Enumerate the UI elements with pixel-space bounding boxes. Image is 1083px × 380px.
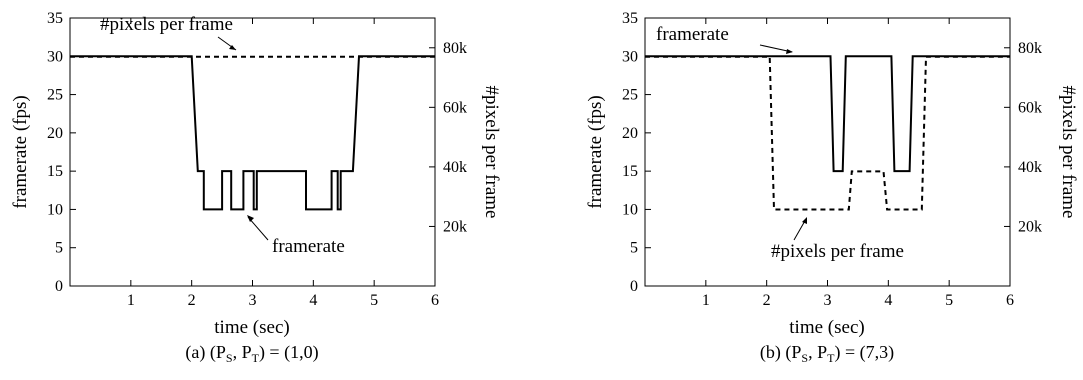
chart-a-x-tick-label: 5 xyxy=(370,292,378,309)
chart-b-framerate-series-line xyxy=(645,55,1010,173)
chart-b-y2-tick-label: 20k xyxy=(1018,218,1042,235)
chart-a-x-tick-label: 1 xyxy=(127,292,135,309)
chart-a-y-ticks: 0 5 10 15 20 25 30 35 xyxy=(47,10,76,295)
chart-b-x-tick-label: 4 xyxy=(884,292,892,309)
chart-a-y-tick-label: 30 xyxy=(47,48,63,65)
chart-b-x-tick-label: 6 xyxy=(1006,292,1014,309)
chart-b-y2-tick-label: 40k xyxy=(1018,159,1042,176)
chart-b-y-tick-label: 0 xyxy=(630,278,638,295)
chart-b-y-tick-label: 10 xyxy=(622,201,638,218)
chart-a: 1 2 3 4 5 6 0 5 10 15 20 25 30 35 20k 40k 60k 80k time … xyxy=(10,10,502,365)
chart-a-x-tick-label: 2 xyxy=(188,292,196,309)
chart-b-x-tick-label: 3 xyxy=(824,292,832,309)
chart-b-y2-axis-label: #pixels per frame xyxy=(1058,86,1079,219)
chart-b-y-tick-label: 15 xyxy=(622,163,638,180)
chart-a-plot-frame xyxy=(69,17,436,287)
chart-b-x-tick-label: 2 xyxy=(763,292,771,309)
chart-b-annotation-framerate-arrowhead xyxy=(786,49,793,54)
chart-a-y2-tick-label: 40k xyxy=(443,159,467,176)
chart-a-x-axis-label: time (sec) xyxy=(214,317,289,338)
chart-b-caption: (b) (PS, PT) = (7,3) xyxy=(760,342,894,365)
chart-b-y-tick-label: 20 xyxy=(622,125,638,142)
chart-a-y-axis-label: framerate (fps) xyxy=(10,95,31,208)
chart-b-y-tick-label: 25 xyxy=(622,87,638,104)
chart-a-framerate-series-line xyxy=(70,55,435,211)
chart-b-annotation-pixels-arrowhead xyxy=(802,217,807,224)
chart-a-y2-tick-label: 20k xyxy=(443,218,467,235)
chart-a-annotation-framerate-arrowhead xyxy=(247,215,254,222)
chart-b-y-tick-label: 5 xyxy=(630,240,638,257)
chart-b-x-axis-label: time (sec) xyxy=(789,317,864,338)
chart-a-y2-ticks: 20k 40k 60k 80k xyxy=(429,40,467,235)
chart-a-y-tick-label: 10 xyxy=(47,201,63,218)
chart-a-annotation-framerate: framerate xyxy=(272,236,345,257)
chart-a-y-tick-label: 25 xyxy=(47,87,63,104)
chart-a-y2-tick-label: 80k xyxy=(443,40,467,57)
chart-a-x-tick-label: 6 xyxy=(431,292,439,309)
chart-b-y2-tick-label: 60k xyxy=(1018,99,1042,116)
chart-a-x-ticks: 1 2 3 4 5 6 xyxy=(127,18,439,309)
chart-b-y-axis-label: framerate (fps) xyxy=(585,95,606,208)
chart-a-y-tick-label: 35 xyxy=(47,10,63,27)
chart-b-pixels-series-line xyxy=(645,55,1010,211)
chart-b-x-ticks: 1 2 3 4 5 6 xyxy=(702,18,1014,309)
chart-b-y-tick-label: 30 xyxy=(622,48,638,65)
chart-a-x-tick-label: 3 xyxy=(249,292,257,309)
chart-a-y-tick-label: 15 xyxy=(47,163,63,180)
chart-a-y2-tick-label: 60k xyxy=(443,99,467,116)
chart-a-caption: (a) (PS, PT) = (1,0) xyxy=(185,342,318,365)
chart-b-series xyxy=(645,55,1010,211)
chart-a-series xyxy=(70,55,435,211)
chart-a-y-tick-label: 0 xyxy=(55,278,63,295)
chart-b-x-tick-label: 1 xyxy=(702,292,710,309)
chart-b-y-ticks: 0 5 10 15 20 25 30 35 xyxy=(622,10,651,295)
chart-b-y2-tick-label: 80k xyxy=(1018,40,1042,57)
chart-a-annotation-pixels-arrowhead xyxy=(229,45,236,50)
chart-a-y-tick-label: 20 xyxy=(47,125,63,142)
chart-b-x-tick-label: 5 xyxy=(945,292,953,309)
chart-b-annotation-framerate: framerate xyxy=(656,24,729,45)
chart-a-y-tick-label: 5 xyxy=(55,240,63,257)
chart-a-x-tick-label: 4 xyxy=(309,292,317,309)
chart-b: 1 2 3 4 5 6 0 5 10 15 20 25 30 35 20k 40k 60k 80k time … xyxy=(585,10,1079,365)
chart-a-annotation-framerate-arrow xyxy=(247,216,269,241)
chart-a-y2-axis-label: #pixels per frame xyxy=(481,86,502,219)
chart-b-y2-ticks: 20k 40k 60k 80k xyxy=(1004,40,1042,235)
chart-b-annotation-pixels: #pixels per frame xyxy=(771,241,904,262)
chart-b-y-tick-label: 35 xyxy=(622,10,638,27)
chart-a-annotation-pixels: #pixels per frame xyxy=(100,14,233,35)
